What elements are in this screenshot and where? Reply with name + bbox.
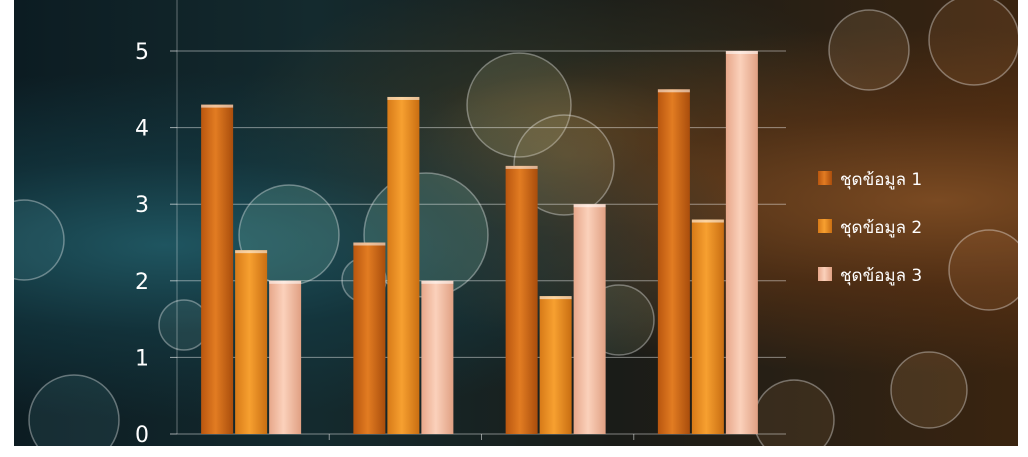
legend: ชุดข้อมูล 1 ชุดข้อมูล 2 ชุดข้อมูล 3 — [818, 170, 922, 286]
bar-top-highlight — [657, 89, 690, 93]
bar-series-3-group-1 — [269, 280, 302, 434]
axes: 0 1 2 3 4 5 — [135, 0, 635, 446]
bokeh-background: 0 1 2 3 4 5 ชุดข้อมูล 1 ชุดข้อมูล 2 ชุดข้อมูล 3 — [14, 0, 1018, 446]
legend-label-3: ชุดข้อมูล 3 — [840, 266, 922, 286]
y-tick-label: 3 — [135, 193, 149, 218]
y-tick-label: 1 — [135, 346, 149, 371]
bar-series-1-group-2 — [353, 242, 386, 434]
bars — [201, 51, 758, 435]
legend-label-2: ชุดข้อมูล 2 — [840, 218, 922, 238]
bar-chart: 0 1 2 3 4 5 ชุดข้อมูล 1 ชุดข้อมูล 2 ชุดข้อมูล 3 — [14, 0, 1018, 446]
y-tick-label: 2 — [135, 270, 149, 295]
legend-swatch-2 — [818, 219, 832, 233]
bar-top-highlight — [691, 219, 724, 223]
y-tick-label: 5 — [135, 40, 149, 65]
legend-swatch-1 — [818, 171, 832, 185]
bar-top-highlight — [353, 242, 386, 246]
bar-series-1-group-3 — [505, 165, 538, 434]
bar-series-1-group-4 — [657, 89, 690, 435]
bar-top-highlight — [235, 250, 268, 254]
bar-series-1-group-1 — [201, 104, 234, 435]
bar-top-highlight — [539, 296, 572, 300]
bar-top-highlight — [573, 204, 606, 208]
legend-label-1: ชุดข้อมูล 1 — [840, 170, 922, 190]
bar-top-highlight — [201, 104, 234, 108]
bar-series-3-group-2 — [421, 280, 454, 434]
legend-swatch-3 — [818, 267, 832, 281]
bar-series-3-group-3 — [573, 204, 606, 434]
bar-series-2-group-1 — [235, 250, 268, 434]
bar-series-2-group-2 — [387, 96, 420, 435]
bar-top-highlight — [387, 96, 420, 100]
bar-top-highlight — [725, 51, 758, 54]
bar-top-highlight — [505, 165, 538, 169]
bar-series-3-group-4 — [725, 51, 758, 434]
bar-series-2-group-3 — [539, 296, 572, 434]
bar-top-highlight — [269, 280, 302, 284]
bar-top-highlight — [421, 280, 454, 284]
y-tick-label: 0 — [135, 423, 149, 446]
bar-series-2-group-4 — [691, 219, 724, 434]
y-tick-label: 4 — [135, 117, 149, 142]
